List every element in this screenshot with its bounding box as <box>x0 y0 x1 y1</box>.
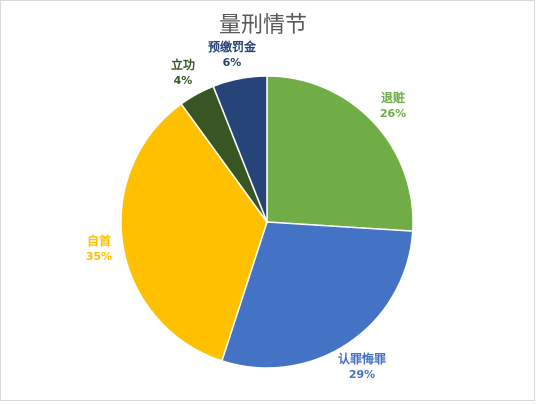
chart-title: 量刑情节 <box>219 13 307 38</box>
slice-percent-label-1: 29% <box>349 368 375 381</box>
pie-slice-4 <box>212 75 268 223</box>
slice-category-label-4: 预缴罚金 <box>208 39 257 54</box>
slice-category-label-0: 退赃 <box>381 90 405 105</box>
slice-percent-label-3: 4% <box>174 74 193 87</box>
pie-slices <box>120 75 414 369</box>
slice-category-label-1: 认罪悔罪 <box>338 351 386 366</box>
slice-percent-label-2: 35% <box>86 250 112 263</box>
slice-category-label-2: 自首 <box>87 233 111 248</box>
slice-percent-label-4: 6% <box>223 56 242 69</box>
pie-slice-0 <box>266 75 414 232</box>
slice-percent-label-0: 26% <box>380 107 406 120</box>
pie-labels: 退赃 26% 认罪悔罪 29% 自首 35% 立功 4% 预缴罚金 6% <box>86 39 406 381</box>
slice-category-label-3: 立功 <box>171 57 195 72</box>
pie-slice-1 <box>220 221 414 369</box>
pie-slice-2 <box>120 102 268 362</box>
